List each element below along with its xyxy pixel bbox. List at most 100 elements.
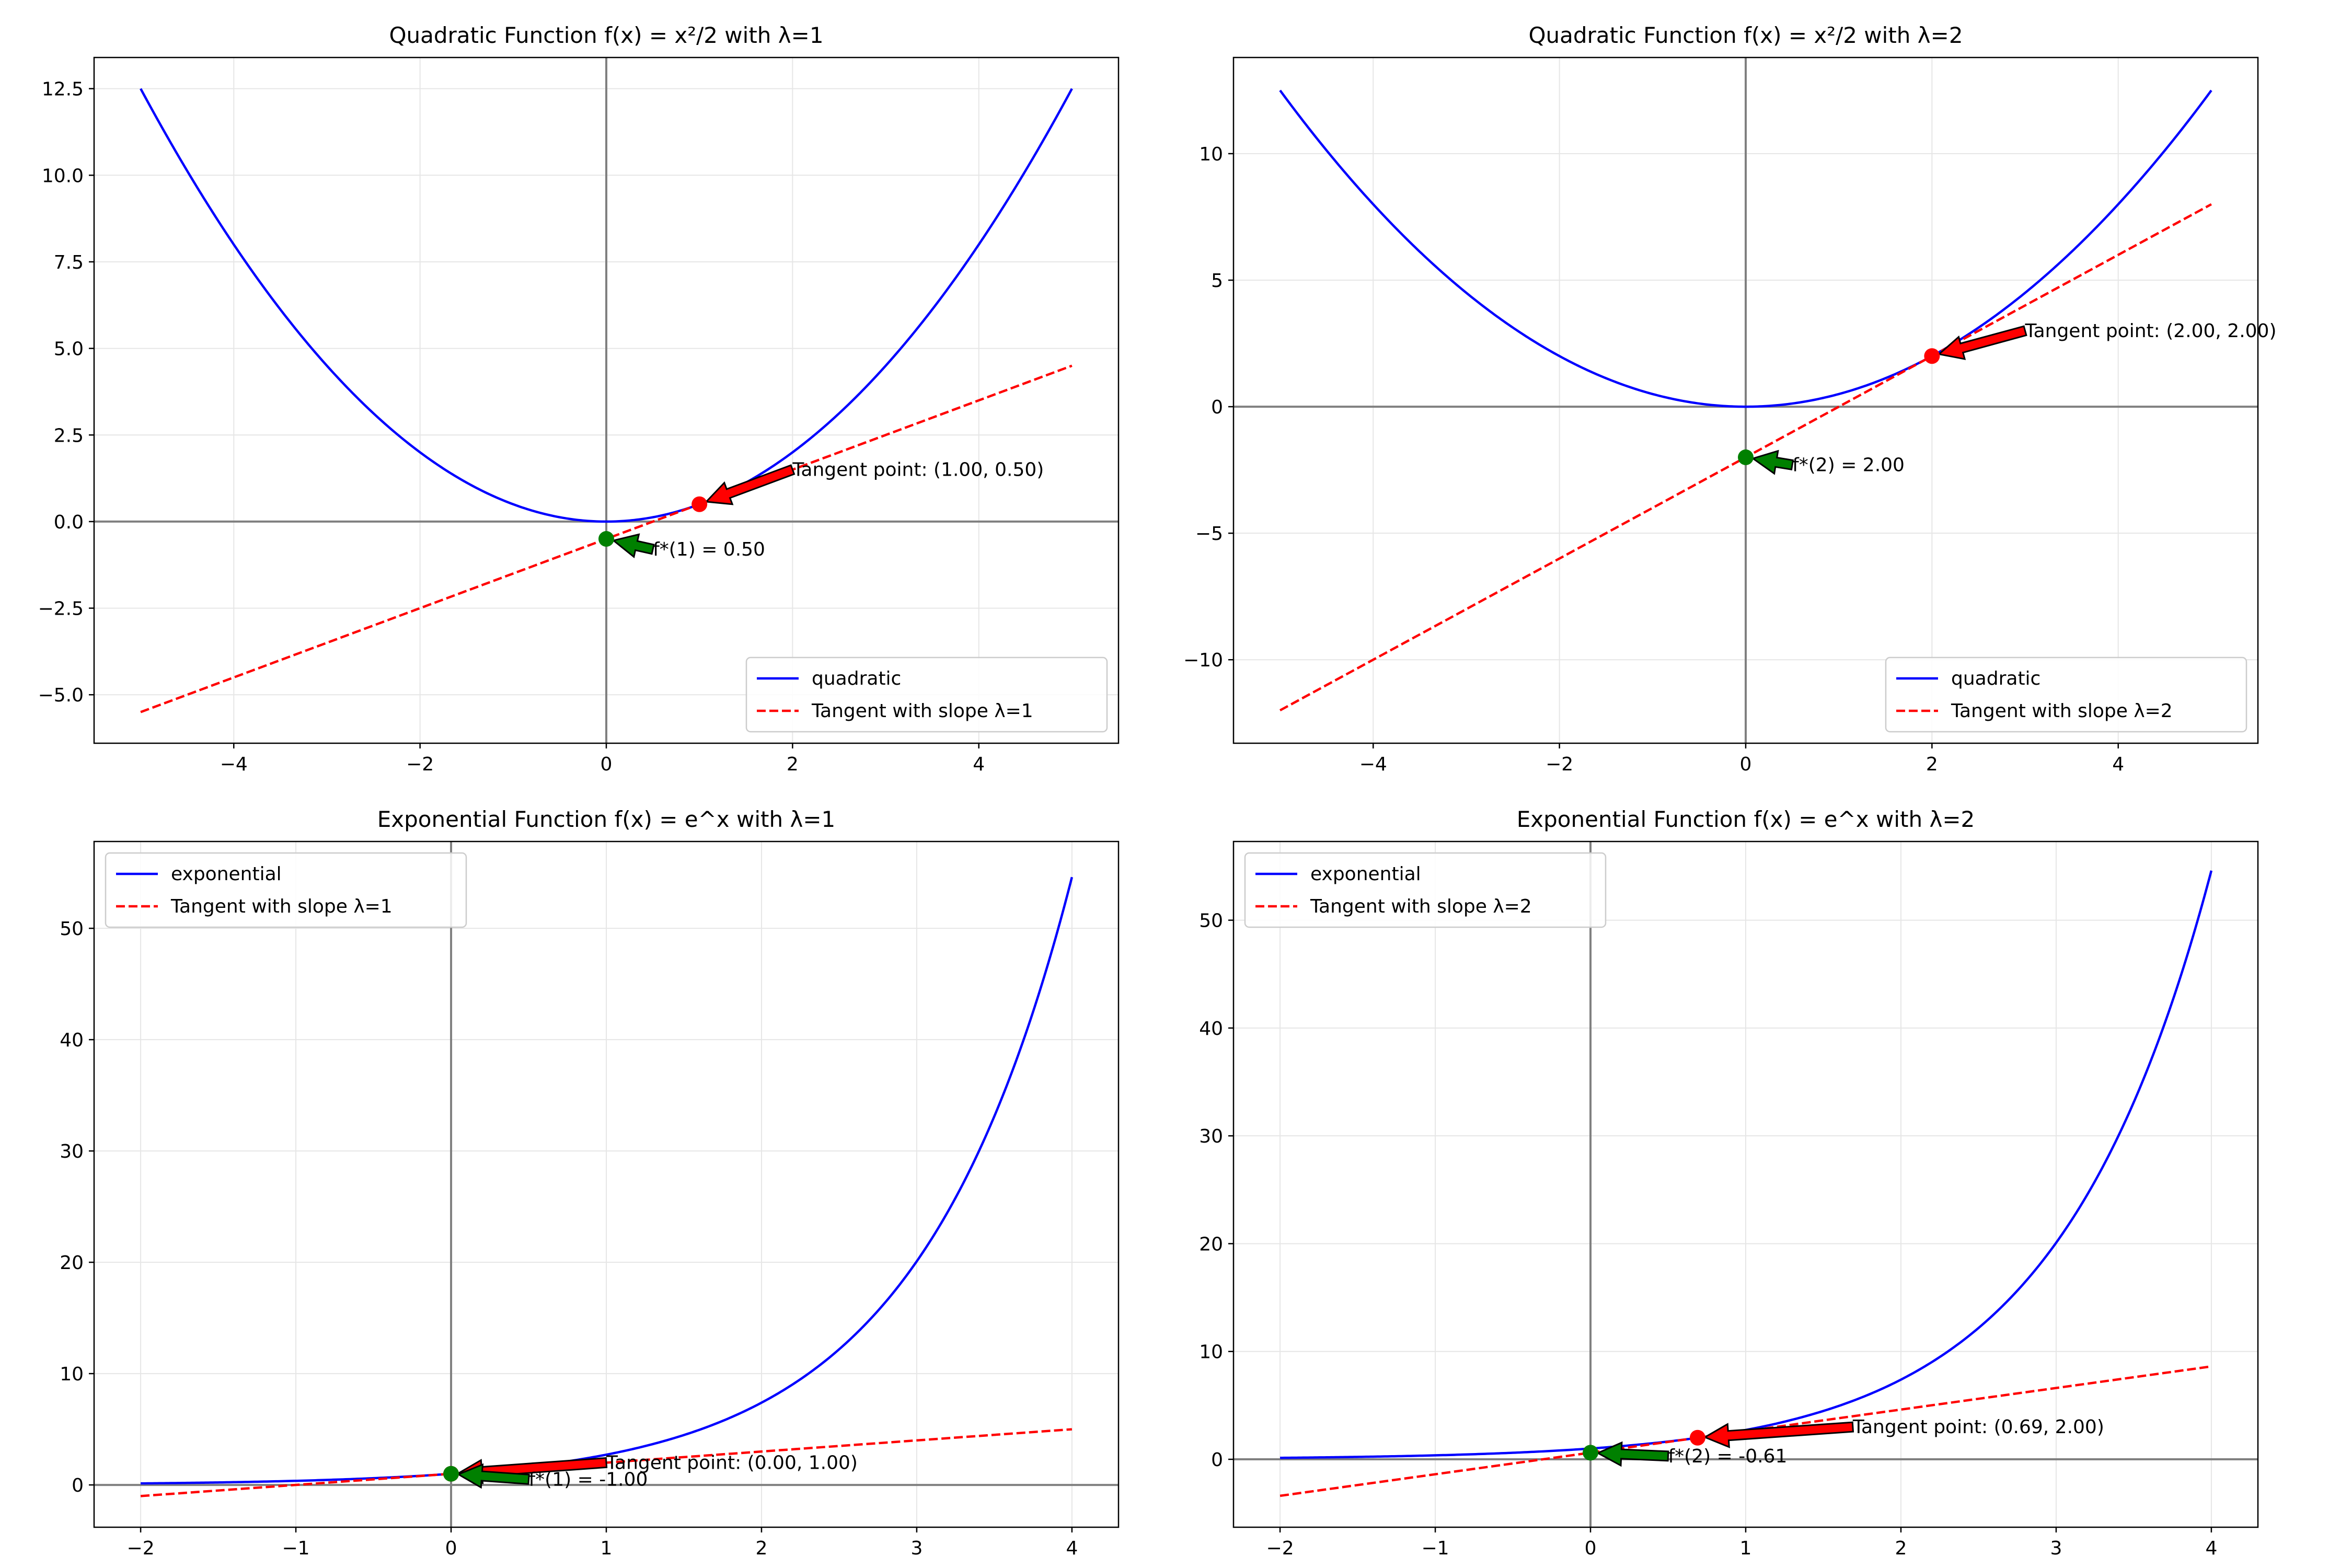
legend-label-curve: exponential <box>171 863 282 885</box>
y-tick-label: 0 <box>1211 1449 1223 1471</box>
conjugate-value-label: f*(2) = 2.00 <box>1792 454 1905 476</box>
conjugate-point-arrow <box>1596 1441 1669 1467</box>
x-tick-label: −2 <box>1266 1538 1294 1559</box>
x-tick-label: 4 <box>973 754 985 775</box>
conjugate-point-marker <box>598 531 614 547</box>
x-tick-label: 0 <box>601 754 613 775</box>
y-tick-label: 5.0 <box>54 339 84 360</box>
legend-box <box>1244 852 1607 928</box>
y-tick-label: 50 <box>60 918 84 940</box>
conjugate-value-label: f*(1) = -1.00 <box>529 1469 648 1490</box>
tangent-point-label: Tangent point: (2.00, 2.00) <box>2025 320 2277 342</box>
x-tick-label: 0 <box>1740 754 1752 775</box>
legend: exponential Tangent with slope λ=1 <box>105 852 467 928</box>
x-tick-label: −4 <box>220 754 248 775</box>
legend-label-tangent: Tangent with slope λ=2 <box>1951 700 2173 722</box>
y-tick-label: −2.5 <box>38 598 84 620</box>
y-tick-label: 5 <box>1211 270 1223 292</box>
x-tick-label: 1 <box>601 1538 613 1559</box>
legend-label-curve: quadratic <box>812 668 901 689</box>
tangent-point-label: Tangent point: (0.69, 2.00) <box>1852 1416 2104 1438</box>
legend-label-tangent: Tangent with slope λ=1 <box>811 700 1033 722</box>
x-tick-label: 2 <box>756 1538 768 1559</box>
y-tick-label: 40 <box>60 1030 84 1051</box>
subplot-title: Quadratic Function f(x) = x²/2 with λ=1 <box>389 22 823 48</box>
legend-label-tangent: Tangent with slope λ=2 <box>1310 896 1532 917</box>
tangent-point-marker <box>1924 348 1940 364</box>
x-tick-label: −2 <box>406 754 434 775</box>
conjugate-point-marker <box>1583 1445 1599 1461</box>
y-tick-label: −5 <box>1195 523 1223 545</box>
y-tick-label: 30 <box>60 1141 84 1162</box>
x-tick-label: 2 <box>1926 754 1938 775</box>
y-tick-label: 0 <box>1211 397 1223 418</box>
subplot-4: Tangent point: (0.69, 2.00) f*(2) = -0.61… <box>1199 806 2259 1559</box>
x-tick-label: 4 <box>1066 1538 1078 1559</box>
x-tick-label: 3 <box>2050 1538 2062 1559</box>
subplot-title: Quadratic Function f(x) = x²/2 with λ=2 <box>1528 22 1963 48</box>
legend-box <box>105 852 467 928</box>
y-tick-label: 10 <box>60 1364 84 1385</box>
x-tick-label: 1 <box>1740 1538 1752 1559</box>
y-tick-label: −10 <box>1183 650 1223 671</box>
curve-quadratic <box>1279 89 2212 408</box>
y-tick-label: 10 <box>1199 144 1223 165</box>
y-tick-label: 2.5 <box>54 425 84 446</box>
x-tick-label: 4 <box>2205 1538 2217 1559</box>
tangent-point-marker <box>1689 1429 1705 1446</box>
y-tick-label: −5.0 <box>38 685 84 706</box>
legend: quadratic Tangent with slope λ=1 <box>745 656 1108 733</box>
tangent-point-arrow <box>1937 325 2027 360</box>
legend: quadratic Tangent with slope λ=2 <box>1885 656 2247 733</box>
y-tick-label: 10.0 <box>42 165 84 187</box>
conjugate-point-arrow <box>456 1463 530 1489</box>
conjugate-value-label: f*(1) = 0.50 <box>653 539 765 560</box>
curve-exponential <box>141 877 1074 1485</box>
x-tick-label: 0 <box>1585 1538 1597 1559</box>
subplot-title: Exponential Function f(x) = e^x with λ=2 <box>1517 806 1975 832</box>
x-tick-label: −1 <box>282 1538 310 1559</box>
x-tick-label: 0 <box>445 1538 457 1559</box>
legend-label-curve: quadratic <box>1951 668 2040 689</box>
x-tick-label: −4 <box>1359 754 1387 775</box>
x-tick-label: −2 <box>1546 754 1573 775</box>
tangent-point-label: Tangent point: (0.00, 1.00) <box>606 1452 858 1473</box>
legend-label-tangent: Tangent with slope λ=1 <box>170 896 393 917</box>
y-tick-label: 12.5 <box>42 79 84 100</box>
conjugate-point-marker <box>443 1466 459 1482</box>
y-tick-label: 20 <box>60 1252 84 1274</box>
x-tick-label: 2 <box>787 754 799 775</box>
legend-box <box>1885 656 2247 733</box>
conjugate-value-label: f*(2) = -0.61 <box>1668 1446 1788 1467</box>
subplot-2: Tangent point: (2.00, 2.00) f*(2) = 2.00 −… <box>1183 22 2276 775</box>
tangent-point-arrow <box>1703 1421 1854 1448</box>
conjugate-point-marker <box>1738 449 1754 465</box>
y-tick-label: 20 <box>1199 1233 1223 1255</box>
x-tick-label: 3 <box>910 1538 923 1559</box>
x-tick-label: −1 <box>1422 1538 1449 1559</box>
legend: exponential Tangent with slope λ=2 <box>1244 852 1607 928</box>
subplot-1: Tangent point: (1.00, 0.50) f*(1) = 0.50 −… <box>38 22 1120 775</box>
y-tick-label: 10 <box>1199 1342 1223 1363</box>
x-tick-label: 4 <box>2112 754 2124 775</box>
conjugate-point-arrow <box>612 533 655 559</box>
curve-quadratic <box>140 88 1073 523</box>
y-tick-label: 0.0 <box>54 512 84 533</box>
y-tick-label: 50 <box>1199 910 1223 932</box>
y-tick-label: 40 <box>1199 1018 1223 1040</box>
conjugate-point-arrow <box>1751 449 1794 475</box>
y-tick-label: 0 <box>72 1475 84 1496</box>
x-tick-label: −2 <box>127 1538 155 1559</box>
legend-box <box>745 656 1108 733</box>
subplot-title: Exponential Function f(x) = e^x with λ=1 <box>377 806 835 832</box>
tangent-point-marker <box>691 496 708 512</box>
legend-label-curve: exponential <box>1310 863 1421 885</box>
x-tick-label: 2 <box>1895 1538 1907 1559</box>
y-tick-label: 30 <box>1199 1126 1223 1147</box>
tangent-point-label: Tangent point: (1.00, 0.50) <box>792 459 1044 481</box>
subplot-3: Tangent point: (0.00, 1.00)f*(1) = -1.00… <box>60 806 1120 1559</box>
tangent-point-arrow <box>705 464 795 505</box>
y-tick-label: 7.5 <box>54 252 84 273</box>
